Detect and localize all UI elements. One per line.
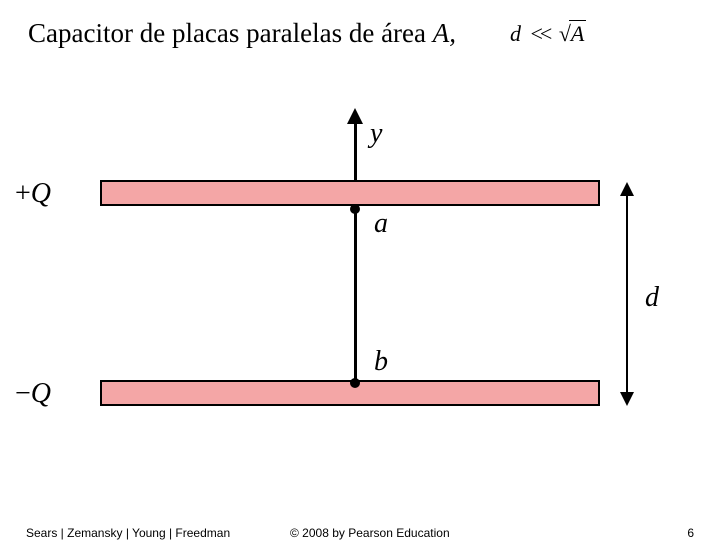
title: Capacitor de placas paralelas de área A, (28, 18, 456, 49)
condition-d: d (510, 21, 521, 46)
condition: d << √A (510, 20, 586, 47)
page-number: 6 (687, 526, 694, 540)
title-variable: A, (433, 18, 456, 48)
capacitor-diagram: +Q −Q y a b d (0, 100, 720, 480)
point-a-label: a (374, 208, 388, 240)
d-dimension-line (626, 190, 628, 396)
point-a-dot (350, 204, 360, 214)
bottom-charge-label: −Q (15, 378, 51, 410)
footer-authors: Sears | Zemansky | Young | Freedman (26, 526, 230, 540)
top-plate (100, 180, 600, 206)
footer-copyright: © 2008 by Pearson Education (290, 526, 450, 540)
title-text: Capacitor de placas paralelas de área (28, 18, 433, 48)
y-axis-label: y (370, 118, 382, 150)
top-charge-label: +Q (15, 178, 51, 210)
y-axis-line (354, 116, 357, 396)
condition-op: << (531, 21, 550, 46)
sqrt-symbol: √ (559, 21, 571, 47)
point-b-dot (350, 378, 360, 388)
condition-sqrt-arg: A (569, 20, 586, 47)
distance-label: d (645, 282, 659, 314)
point-b-label: b (374, 346, 388, 378)
d-arrow-down (620, 392, 634, 406)
